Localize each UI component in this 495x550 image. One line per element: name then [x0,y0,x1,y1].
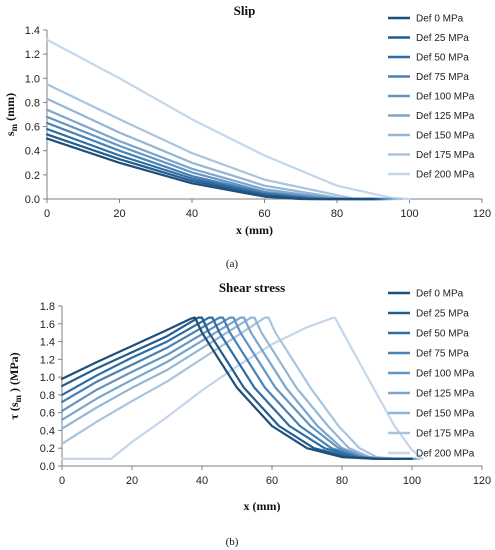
y-axis-label: τ (sm ) (MPa) [7,352,23,419]
x-axis-label: x (mm) [244,499,281,513]
legend-label: Def 75 MPa [416,349,469,360]
legend-label: Def 150 MPa [416,131,475,142]
legend-label: Def 0 MPa [416,289,464,300]
legend-label: Def 100 MPa [416,369,475,380]
series-line [60,316,424,460]
legend-label: Def 50 MPa [416,53,469,64]
y-tick-label: 0.4 [25,146,40,158]
x-tick-label: 80 [331,208,343,220]
x-tick-label: 100 [403,475,421,487]
legend-label: Def 125 MPa [416,389,475,400]
y-tick-label: 0.0 [25,194,40,206]
x-tick-label: 40 [186,208,198,220]
y-tick-label: 1.6 [40,319,55,331]
y-tick-label: 0.8 [40,390,55,402]
legend-label: Def 100 MPa [416,92,475,103]
y-tick-label: 0.6 [25,122,40,134]
chart-slip: Slip 0.0 0.2 0.4 0.6 0.8 1.0 1.2 1.4 0 20 40 60 80 100… [3,3,491,237]
y-tick-label: 1.0 [25,73,40,85]
y-tick-label: 1.8 [40,301,55,313]
x-tick-label: 20 [126,475,138,487]
x-tick-label: 40 [196,475,208,487]
series-line [60,316,414,460]
legend-label: Def 200 MPa [416,449,475,460]
y-tick-label: 0.2 [40,443,55,455]
y-tick-label: 0.6 [40,408,55,420]
legend-label: Def 0 MPa [416,14,464,25]
legend-label: Def 150 MPa [416,409,475,420]
legend-label: Def 75 MPa [416,72,469,83]
legend-label: Def 175 MPa [416,150,475,161]
legend-label: Def 50 MPa [416,329,469,340]
series-line [45,137,375,201]
legend-label: Def 175 MPa [416,429,475,440]
x-tick-label: 60 [266,475,278,487]
chart-title: Slip [234,3,256,18]
x-tick-label: 0 [44,208,50,220]
y-tick-label: 1.0 [40,372,55,384]
y-tick-label: 1.2 [40,354,55,366]
legend-label: Def 200 MPa [416,170,475,181]
y-tick-label: 0.2 [25,170,40,182]
x-tick-label: 20 [113,208,125,220]
y-tick-label: 0.0 [40,461,55,473]
chart-shear-stress: Shear stress 0.0 0.2 0.4 0.6 0.8 1.0 1.2 1.4 1.6 1… [7,280,491,513]
x-tick-label: 0 [59,475,65,487]
series-line [45,38,411,201]
y-axis-label: sm (mm) [3,93,19,136]
legend-label: Def 25 MPa [416,309,469,320]
y-tick-label: 1.4 [40,337,55,349]
y-tick-label: 0.8 [25,97,40,109]
x-tick-label: 60 [258,208,270,220]
x-tick-label: 100 [400,208,418,220]
caption-b: (b) [226,536,239,548]
x-tick-label: 80 [336,475,348,487]
x-axis-label: x (mm) [236,223,273,237]
y-tick-label: 1.4 [25,25,40,37]
x-tick-label: 120 [473,208,491,220]
caption-a: (a) [226,258,239,270]
x-tick-label: 120 [473,475,491,487]
chart-title: Shear stress [219,280,285,295]
legend-label: Def 125 MPa [416,111,475,122]
y-tick-label: 1.2 [25,49,40,61]
legend-label: Def 25 MPa [416,33,469,44]
series-line [45,127,382,201]
series-line [45,133,378,201]
y-tick-label: 0.4 [40,425,55,437]
